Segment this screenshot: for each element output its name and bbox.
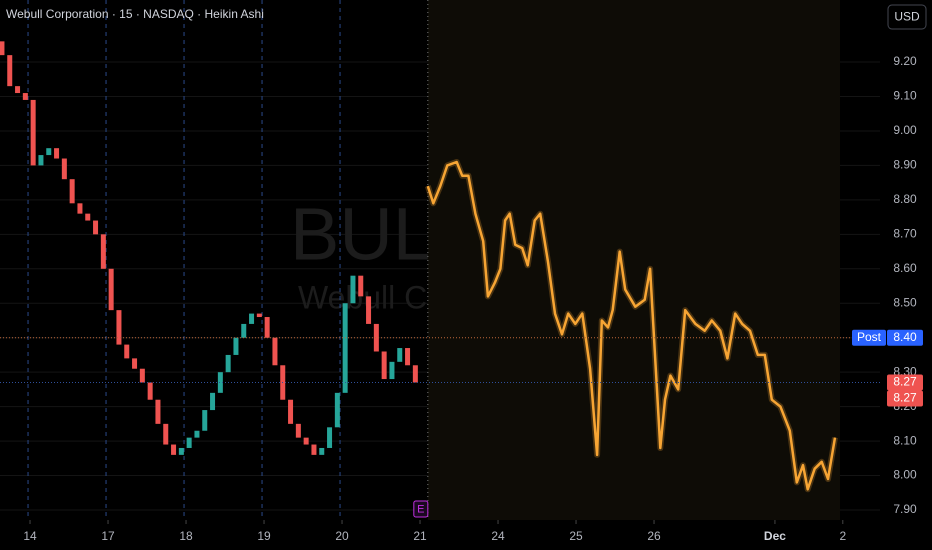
forecast-region: [427, 0, 840, 520]
price-tag-value: 8.40: [893, 330, 917, 344]
candle-body: [295, 423, 301, 438]
candle-body: [69, 179, 75, 204]
candle-body: [366, 296, 372, 324]
candle-body: [85, 213, 91, 221]
x-tick-label: 26: [647, 529, 661, 543]
forecast-line: [426, 160, 837, 491]
y-tick-label: 8.60: [893, 261, 917, 275]
candle-body: [132, 358, 138, 369]
candle-body: [171, 444, 177, 455]
candle-body: [342, 303, 348, 393]
price-tag: [887, 329, 923, 346]
x-tick-label: 24: [491, 529, 505, 543]
candle-body: [256, 313, 262, 318]
y-tick-label: 9.00: [893, 123, 917, 137]
currency-label: USD: [894, 10, 920, 24]
y-tick-label: 8.80: [893, 192, 917, 206]
candle-body: [178, 447, 184, 455]
y-tick-label: 7.90: [893, 502, 917, 516]
candle-body: [272, 337, 278, 366]
event-label: E: [417, 503, 424, 515]
x-tick-label: 19: [257, 529, 271, 543]
candle-body: [233, 337, 239, 355]
candle-body: [202, 410, 208, 431]
candle-body: [194, 430, 200, 438]
candle-body: [22, 93, 28, 100]
x-tick-label: 21: [413, 529, 427, 543]
y-tick-label: 9.20: [893, 54, 917, 68]
candle-body: [147, 382, 153, 400]
price-tag-value: 8.27: [893, 391, 917, 405]
x-tick-label: 18: [179, 529, 193, 543]
candle-body: [124, 344, 130, 359]
candle-body: [116, 310, 122, 345]
y-tick-label: 8.90: [893, 158, 917, 172]
candle-body: [350, 275, 356, 304]
candle-body: [288, 399, 294, 424]
candle-body: [389, 361, 395, 380]
candle-body: [77, 203, 83, 214]
candle-body: [163, 423, 169, 445]
candle-body: [319, 447, 325, 455]
candle-body: [100, 234, 106, 269]
y-tick-label: 8.00: [893, 468, 917, 482]
candle-body: [38, 155, 44, 166]
candle-body: [54, 148, 60, 159]
x-tick-label: 17: [101, 529, 115, 543]
candle-body: [46, 148, 52, 156]
y-tick-label: 8.50: [893, 295, 917, 309]
chart-title: Webull Corporation · 15 · NASDAQ · Heiki…: [6, 7, 264, 21]
candle-body: [225, 354, 231, 373]
candle-body: [139, 368, 145, 383]
candle-body: [405, 348, 411, 366]
candle-body: [217, 372, 223, 393]
candle-body: [381, 351, 387, 380]
x-tick-label: 2: [839, 529, 846, 543]
candle-body: [303, 437, 309, 445]
y-tick-label: 9.10: [893, 89, 917, 103]
candle-body: [30, 99, 36, 166]
candle-body: [61, 158, 67, 180]
price-tag-label-box: [852, 329, 886, 346]
candle-body: [358, 275, 364, 297]
event-marker[interactable]: [413, 500, 429, 518]
candle-body: [264, 317, 270, 338]
candle-body: [327, 427, 333, 448]
price-tag-value: 8.27: [893, 375, 917, 389]
candle-body: [0, 41, 5, 56]
candle-body: [241, 323, 247, 338]
candle-body: [15, 86, 21, 94]
candle-body: [93, 220, 99, 235]
price-tag-label: Post: [857, 330, 882, 344]
candle-body: [7, 55, 13, 87]
candle-body: [412, 365, 418, 383]
candle-body: [397, 348, 403, 362]
candle-body: [334, 392, 340, 428]
x-tick-label: 25: [569, 529, 583, 543]
currency-button[interactable]: [887, 4, 927, 30]
x-axis-area: [0, 520, 932, 550]
y-tick-label: 8.10: [893, 433, 917, 447]
x-tick-label: 14: [23, 529, 37, 543]
candle-body: [373, 323, 379, 352]
price-tag: [887, 390, 923, 407]
x-tick-label: Dec: [764, 529, 786, 543]
candle-body: [249, 313, 255, 324]
candle-body: [186, 437, 192, 448]
y-tick-label: 8.70: [893, 226, 917, 240]
candle-body: [155, 399, 161, 424]
price-tag: [887, 374, 923, 391]
y-axis-area: [880, 0, 932, 550]
candle-body: [108, 268, 114, 311]
candle-body: [311, 444, 317, 455]
candle-body: [210, 392, 216, 411]
x-tick-label: 20: [335, 529, 349, 543]
